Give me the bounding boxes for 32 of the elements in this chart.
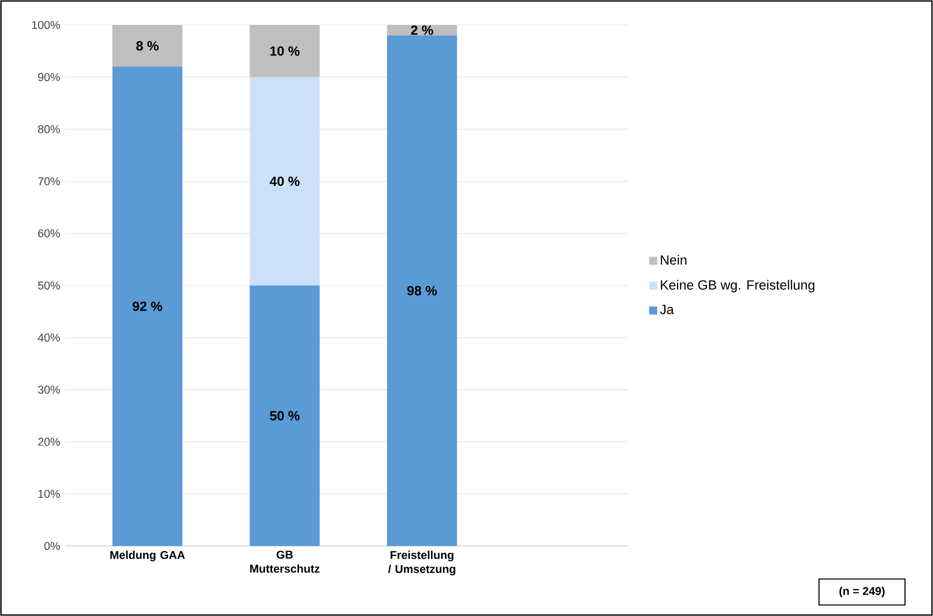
- legend-label: Ja: [660, 304, 674, 314]
- data-label: 10 %: [270, 46, 300, 56]
- y-tick-label: 80%: [38, 125, 60, 134]
- bar: [250, 77, 320, 286]
- data-label: 8 %: [136, 41, 159, 51]
- data-label: 2 %: [411, 25, 434, 35]
- legend-label: Keine GB wg. Freistellung: [660, 280, 814, 292]
- data-label: 50 %: [270, 411, 300, 420]
- y-tick-label: 40%: [38, 334, 60, 342]
- bar: [112, 24, 182, 67]
- data-label: 98 %: [407, 286, 437, 296]
- x-tick-label: Meldung GAA: [110, 550, 185, 562]
- text: (n = 249): [839, 586, 885, 598]
- y-tick-label: 100%: [32, 20, 60, 29]
- y-tick-label: 10%: [38, 490, 60, 498]
- bar: [250, 24, 320, 78]
- y-tick-label: 60%: [38, 229, 60, 238]
- x-tick-label: GB Mutterschutz: [250, 550, 320, 573]
- bar: [387, 35, 458, 546]
- bar: [387, 24, 458, 36]
- y-tick-label: 0%: [44, 542, 60, 550]
- legend-label: Nein: [660, 254, 686, 265]
- y-tick-label: 90%: [38, 73, 60, 82]
- y-tick-label: 70%: [38, 177, 60, 186]
- y-tick-label: 50%: [38, 281, 60, 290]
- x-tick-label: Freistellung / Umsetzung: [388, 550, 456, 576]
- data-label: 92 %: [132, 302, 162, 312]
- y-tick-label: 30%: [38, 386, 60, 394]
- bar: [250, 285, 320, 546]
- data-label: 40 %: [270, 176, 300, 186]
- y-tick-label: 20%: [38, 438, 60, 446]
- bar: [112, 66, 182, 546]
